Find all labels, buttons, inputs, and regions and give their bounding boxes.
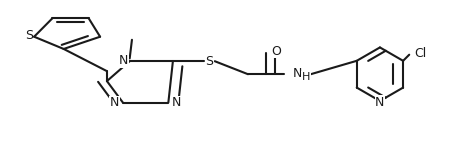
Text: N: N <box>119 54 128 67</box>
Text: N: N <box>110 96 119 109</box>
Text: S: S <box>25 30 33 42</box>
Text: N: N <box>293 67 302 80</box>
Text: Cl: Cl <box>415 47 427 60</box>
Text: S: S <box>205 55 213 68</box>
Text: N: N <box>375 96 384 109</box>
Text: N: N <box>172 96 181 109</box>
Text: H: H <box>302 72 310 82</box>
Text: O: O <box>271 45 281 58</box>
